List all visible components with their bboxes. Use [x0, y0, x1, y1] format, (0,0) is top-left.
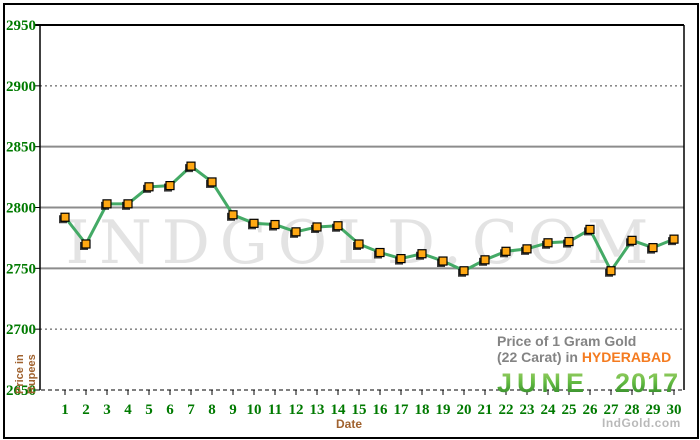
data-point-marker — [228, 210, 238, 220]
y-tick-label: 2800 — [6, 201, 36, 217]
data-point-marker — [291, 227, 301, 237]
y-axis-title-line2: Rupees — [26, 354, 38, 394]
data-point-marker — [81, 239, 91, 249]
data-point-marker — [375, 247, 385, 258]
data-point-marker — [312, 222, 322, 232]
y-tick-label: 2650 — [6, 383, 36, 399]
caption-month: JUNE — [497, 368, 590, 398]
x-tick-label: 21 — [478, 402, 493, 418]
data-point-markers — [59, 161, 679, 277]
data-point-marker — [396, 254, 406, 264]
brand-credit: IndGold.com — [602, 416, 681, 430]
x-tick-label: 22 — [499, 402, 514, 418]
x-tick-label: 9 — [229, 402, 237, 418]
data-point-marker — [144, 182, 154, 192]
caption-year: 2017 — [615, 368, 680, 398]
x-tick-label: 28 — [625, 402, 640, 418]
y-axis-title-line1: Price in — [14, 354, 26, 394]
gridlines — [40, 85, 684, 330]
data-point-marker — [459, 266, 469, 276]
x-tick-label: 5 — [145, 402, 153, 418]
x-tick-label: 14 — [331, 402, 347, 418]
x-tick-label: 27 — [604, 402, 620, 418]
x-tick-label: 7 — [187, 402, 195, 418]
data-point-marker — [270, 219, 280, 230]
y-axis-title: Price in Rupees — [14, 332, 40, 394]
x-tick-label: 10 — [247, 402, 262, 418]
data-point-marker — [249, 218, 259, 228]
y-tick-label: 2900 — [6, 79, 36, 95]
caption-city: HYDERABAD — [581, 349, 672, 365]
x-tick-label: 6 — [166, 402, 174, 418]
x-tick-label: 12 — [289, 402, 304, 418]
data-point-marker — [60, 212, 70, 222]
x-tick-label: 23 — [520, 402, 535, 418]
x-tick-label: 3 — [103, 402, 111, 418]
data-point-marker — [354, 239, 364, 249]
data-point-marker — [564, 236, 574, 247]
axis-ticks — [34, 24, 675, 395]
y-tick-label: 2700 — [6, 322, 36, 338]
price-line — [63, 164, 675, 273]
caption-carat-text: (22 Carat) in — [497, 349, 582, 365]
x-tick-label: 1 — [61, 402, 69, 418]
x-tick-label: 8 — [208, 402, 216, 418]
x-tick-label: 20 — [457, 402, 472, 418]
data-point-marker — [207, 177, 217, 187]
data-point-marker — [165, 181, 175, 191]
caption-line1: Price of 1 Gram Gold — [497, 333, 637, 349]
data-point-marker — [480, 255, 490, 265]
y-axis-labels: 2950 2900 2850 2800 2750 2700 2650 — [6, 18, 36, 399]
data-point-marker — [669, 234, 679, 244]
data-point-marker — [522, 244, 532, 254]
x-axis-labels: 1 2 3 4 5 6 7 8 9 10 11 12 13 14 15 16 17 18 19 20 21 22 23 24 2… — [61, 402, 681, 418]
x-tick-label: 24 — [541, 402, 557, 418]
y-tick-label: 2850 — [6, 140, 36, 156]
x-tick-label: 25 — [562, 402, 577, 418]
x-tick-label: 4 — [124, 402, 132, 418]
x-tick-label: 17 — [394, 402, 410, 418]
x-tick-label: 13 — [310, 402, 325, 418]
x-tick-label: 26 — [583, 402, 599, 418]
data-point-marker — [186, 161, 196, 171]
x-tick-label: 15 — [352, 402, 367, 418]
data-point-marker — [648, 243, 658, 253]
data-point-marker — [102, 199, 112, 209]
x-tick-label: 11 — [268, 402, 282, 418]
data-point-marker — [417, 249, 427, 259]
y-tick-label: 2950 — [6, 18, 36, 34]
outer-border — [3, 3, 699, 439]
data-point-marker — [627, 235, 637, 245]
x-tick-label: 2 — [82, 402, 90, 418]
x-tick-label: 16 — [373, 402, 389, 418]
data-point-marker — [585, 224, 595, 234]
x-tick-label: 29 — [646, 402, 661, 418]
data-point-marker — [438, 256, 448, 266]
data-point-marker — [543, 238, 553, 248]
y-tick-label: 2750 — [6, 261, 36, 277]
data-point-marker — [501, 246, 511, 256]
caption-line2: (22 Carat) in HYDERABAD — [497, 349, 679, 365]
data-point-marker — [123, 199, 133, 209]
x-tick-label: 19 — [436, 402, 451, 418]
x-tick-label: 18 — [415, 402, 430, 418]
x-axis-title: Date — [336, 417, 363, 431]
data-point-marker — [606, 266, 616, 276]
data-point-marker — [333, 221, 343, 231]
caption-month-row: JUNE 2017 — [497, 368, 679, 399]
chart-caption: Price of 1 Gram Gold (22 Carat) in HYDER… — [497, 333, 679, 399]
x-tick-label: 30 — [667, 402, 682, 418]
